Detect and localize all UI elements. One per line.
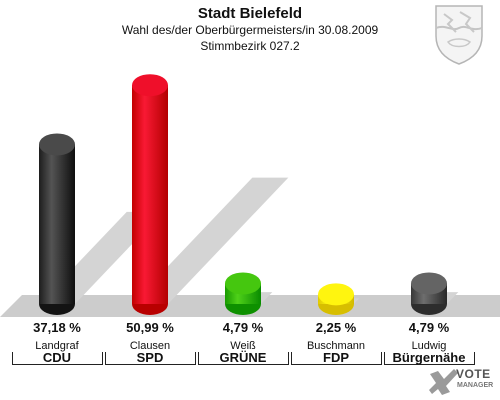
x-check-icon bbox=[429, 369, 458, 395]
value-label-4: 2,25 % bbox=[315, 320, 357, 335]
bar-shadow-2 bbox=[132, 177, 289, 304]
party-bracket-2 bbox=[105, 352, 196, 365]
candidate-label-4: Buschmann bbox=[306, 340, 366, 352]
party-bracket-1 bbox=[12, 352, 103, 365]
party-bracket-5 bbox=[384, 352, 475, 365]
chart-subtitle-district: Stimmbezirk 027.2 bbox=[200, 39, 300, 53]
logo-manager-text: MANAGER bbox=[457, 382, 494, 389]
bar-2 bbox=[132, 74, 168, 315]
candidate-label-1: Landgraf bbox=[35, 340, 79, 352]
party-label-4: FDP bbox=[323, 350, 349, 365]
party-bracket-4 bbox=[291, 352, 382, 365]
party-bracket-3 bbox=[198, 352, 289, 365]
chart-subtitle-election: Wahl des/der Oberbürgermeisters/in 30.08… bbox=[121, 23, 379, 37]
party-label-2: SPD bbox=[136, 350, 164, 365]
party-label-1: CDU bbox=[42, 350, 72, 365]
value-label-3: 4,79 % bbox=[222, 320, 264, 335]
logo-vote-text: VOTE bbox=[456, 367, 491, 381]
value-label-1: 37,18 % bbox=[33, 320, 81, 335]
value-label-5: 4,79 % bbox=[408, 320, 450, 335]
party-label-5: Bürgernähe bbox=[392, 350, 466, 365]
value-label-2: 50,99 % bbox=[126, 320, 174, 335]
coat-of-arms-icon bbox=[435, 5, 483, 65]
bar-3 bbox=[225, 272, 261, 315]
bar-5 bbox=[411, 272, 447, 315]
candidate-label-2: Clausen bbox=[129, 340, 171, 352]
candidate-label-3: Weiß bbox=[230, 340, 256, 352]
party-label-3: GRÜNE bbox=[219, 350, 267, 365]
bar-4 bbox=[318, 283, 354, 315]
chart-title: Stadt Bielefeld bbox=[197, 5, 303, 22]
bar-1 bbox=[39, 133, 75, 315]
candidate-label-5: Ludwig bbox=[411, 340, 447, 352]
